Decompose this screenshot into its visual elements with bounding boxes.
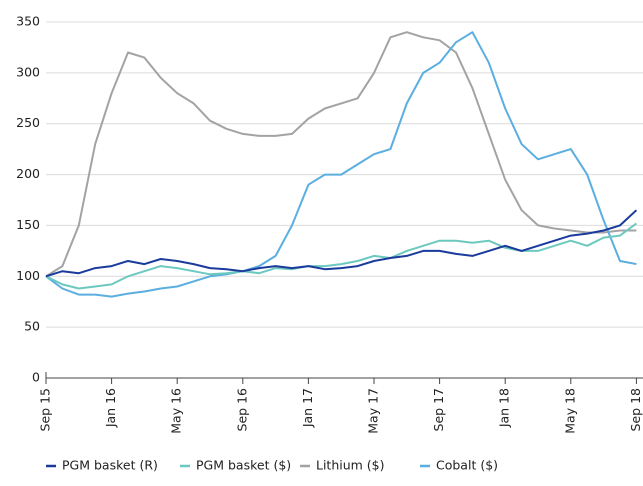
series-line	[45, 31, 637, 278]
x-tick-label: Sep 16	[234, 388, 249, 431]
legend-label: Lithium ($)	[316, 458, 385, 473]
y-tick-label: 250	[16, 115, 40, 130]
x-tick-label: Jan 17	[300, 388, 315, 428]
y-tick-label: 0	[32, 370, 40, 385]
y-tick-label: 100	[16, 268, 40, 283]
x-tick-label: May 16	[169, 388, 184, 434]
x-tick-label: May 18	[562, 388, 577, 434]
y-tick-label: 50	[24, 319, 40, 334]
x-tick-label: Sep 17	[431, 388, 446, 431]
legend-label: Cobalt ($)	[436, 458, 498, 473]
legend-label: PGM basket (R)	[62, 458, 158, 473]
x-tick-label: Sep 18	[628, 388, 643, 431]
series-line	[45, 222, 637, 290]
x-tick-label: Jan 16	[103, 388, 118, 428]
y-tick-label: 200	[16, 166, 40, 181]
series-line	[45, 209, 638, 278]
x-tick-label: Sep 15	[38, 388, 53, 431]
x-tick-label: Jan 18	[497, 388, 512, 428]
legend-label: PGM basket ($)	[196, 458, 291, 473]
series-line	[45, 31, 637, 298]
y-tick-label: 150	[16, 217, 40, 232]
y-tick-label: 300	[16, 64, 40, 79]
y-tick-label: 350	[16, 14, 40, 29]
x-tick-label: May 17	[366, 388, 381, 434]
